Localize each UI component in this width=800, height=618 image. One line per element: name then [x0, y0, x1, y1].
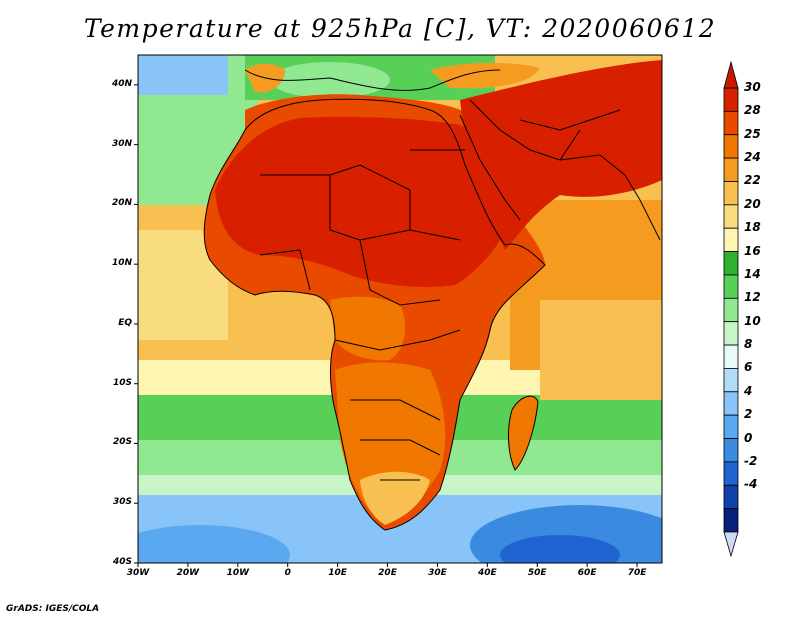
- arabia-coast: [469, 99, 626, 176]
- colorbar-label: 28: [744, 103, 761, 118]
- lon-label: 20E: [378, 568, 397, 578]
- temperature-field: [138, 55, 662, 563]
- madagascar-outline: [507, 395, 539, 471]
- coastline-borders: [203, 69, 661, 531]
- madagascar: [508, 396, 538, 470]
- colorbar-swatch: [723, 87, 739, 112]
- colorbar-swatch: [723, 134, 739, 159]
- map-frame: [137, 54, 663, 564]
- colorbar-label: -4: [744, 477, 758, 492]
- lon-label: 30E: [428, 568, 447, 578]
- lat-label: 10N: [111, 258, 132, 269]
- lon-label: 40E: [477, 568, 497, 578]
- colorbar-label: -2: [744, 453, 758, 468]
- lat-label: 30N: [111, 138, 132, 149]
- lon-label: 50E: [527, 568, 547, 578]
- lon-label: 60E: [577, 568, 597, 578]
- colorbar-label: 12: [744, 290, 761, 305]
- lat-label: 20S: [112, 437, 132, 448]
- colorbar-swatch: [723, 297, 739, 323]
- southern-cold-west: [138, 525, 290, 563]
- colorbar-label: 6: [744, 360, 753, 375]
- sahara-hot-core: [215, 116, 515, 287]
- border-5: [334, 329, 461, 351]
- colorbar-label: 0: [744, 430, 753, 445]
- colorbar-swatch: [723, 414, 739, 439]
- grads-credit: GrADS: IGES/COLA: [6, 604, 100, 614]
- colorbar-label: 10: [744, 313, 761, 328]
- lon-label: 0: [284, 568, 291, 578]
- indian-ocean-moderate: [540, 300, 662, 400]
- colorbar-swatch: [723, 461, 739, 486]
- colorbar-label: 22: [744, 173, 761, 188]
- arabia-hot: [460, 60, 662, 250]
- lat-label: 10S: [112, 377, 132, 388]
- colorbar-swatch: [723, 508, 739, 533]
- colorbar-swatch: [723, 204, 739, 229]
- colorbar-label: 18: [744, 220, 761, 235]
- mediterranean-north: [244, 69, 501, 91]
- lat-label: EQ: [118, 317, 132, 328]
- southern-coldest: [500, 535, 620, 563]
- lon-label: 10E: [328, 568, 347, 578]
- lat-label: 20N: [111, 198, 132, 209]
- colorbar-label: 8: [744, 337, 753, 352]
- colorbar-label: 16: [744, 243, 761, 258]
- border-1: [260, 164, 411, 230]
- lat-label: 40N: [111, 78, 132, 89]
- colorbar-label: 25: [744, 126, 761, 141]
- india-coast: [624, 174, 661, 241]
- colorbar-label: 30: [744, 80, 761, 94]
- colorbar-swatch: [723, 110, 739, 136]
- colorbar-label: 20: [744, 196, 761, 211]
- colorbar-label: 14: [744, 266, 761, 281]
- border-4: [359, 239, 441, 306]
- lon-label: 20W: [176, 568, 200, 578]
- map-title: Temperature at 925hPa [C], VT: 202006061…: [83, 14, 717, 43]
- colorbar-swatch: [723, 438, 739, 463]
- colorbar-swatch: [723, 181, 739, 206]
- colorbar-swatch: [723, 391, 739, 416]
- lon-label: 30W: [126, 568, 150, 578]
- arabia-borders: [519, 109, 621, 161]
- colorbar-swatch: [723, 368, 739, 393]
- red-sea-coast: [459, 114, 521, 221]
- colorbar-swatch: [723, 251, 739, 276]
- colorbar-top-arrow: [723, 60, 739, 89]
- colorbar-label: 24: [744, 150, 761, 165]
- turkey-patch: [430, 62, 540, 89]
- border-7: [360, 439, 441, 456]
- gulf-of-guinea-borders: [259, 249, 311, 291]
- europe-mild: [270, 62, 390, 98]
- colorbar-bottom-arrow: [723, 531, 739, 558]
- north-atlantic-cool: [138, 55, 228, 95]
- colorbar-swatch: [723, 227, 739, 252]
- lon-label: 10W: [226, 568, 250, 578]
- south-africa-moderate: [360, 471, 430, 525]
- lat-label: 40S: [112, 557, 132, 567]
- colorbar-swatch: [723, 157, 739, 182]
- africa-coastline: [203, 98, 546, 531]
- lon-label: 70E: [627, 568, 647, 578]
- border-6: [350, 399, 441, 421]
- lat-ticks: [134, 84, 138, 564]
- colorbar-swatch: [723, 321, 739, 346]
- colorbar-label: 2: [744, 407, 753, 422]
- colorbar-swatch: [723, 344, 739, 369]
- colorbar-swatch: [723, 484, 739, 510]
- lon-ticks: [137, 563, 638, 567]
- lat-label: 30S: [112, 497, 132, 508]
- congo-basin: [330, 296, 406, 361]
- colorbar-swatch: [723, 274, 739, 299]
- colorbar: [723, 60, 739, 558]
- colorbar-label: 4: [744, 383, 753, 398]
